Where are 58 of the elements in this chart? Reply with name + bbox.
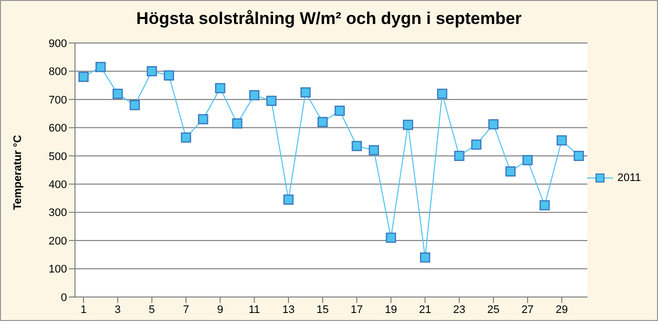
- point: [420, 252, 430, 263]
- x-tick-label: 5: [148, 304, 155, 316]
- point: [505, 166, 516, 177]
- point: [249, 90, 260, 100]
- point: [454, 150, 464, 161]
- point: [130, 100, 140, 110]
- y-axis-title: Temperatur °C: [12, 134, 24, 210]
- y-tick-label: 900: [48, 38, 67, 50]
- point: [574, 150, 584, 161]
- point: [352, 140, 362, 152]
- x-tick-label: 25: [487, 304, 500, 316]
- point: [146, 66, 157, 76]
- y-tick-label: 600: [48, 122, 67, 135]
- x-tick-label: 21: [418, 304, 432, 316]
- y-tick-label: 500: [48, 150, 67, 163]
- y-tick-label: 300: [48, 207, 67, 220]
- point: [112, 88, 123, 99]
- y-tick-label: 400: [48, 179, 67, 192]
- point: [522, 155, 533, 166]
- chart-title: Högsta solstrålning W/m² och dygn i september: [135, 8, 523, 30]
- y-tick-label: 0: [60, 292, 67, 304]
- x-tick-label: 3: [114, 304, 121, 316]
- point: [334, 106, 345, 116]
- point: [318, 116, 328, 128]
- y-tick-label: 700: [48, 94, 67, 106]
- point: [198, 114, 208, 124]
- x-tick-label: 29: [556, 304, 568, 316]
- x-tick-label: 19: [384, 304, 398, 316]
- x-tick-label: 13: [282, 304, 295, 316]
- x-tick-label: 23: [453, 304, 466, 316]
- point: [556, 135, 567, 146]
- y-tick-label: 100: [48, 264, 67, 276]
- point: [540, 200, 550, 210]
- x-tick-label: 1: [80, 304, 87, 316]
- x-tick-label: 17: [350, 304, 363, 316]
- point: [266, 96, 276, 106]
- point: [368, 145, 379, 156]
- x-tick-label: 27: [521, 304, 534, 316]
- x-tick-label: 11: [248, 304, 260, 316]
- point: [164, 70, 174, 81]
- x-tick-label: 15: [316, 304, 329, 316]
- point: [437, 88, 448, 99]
- point: [232, 118, 242, 129]
- point: [78, 72, 89, 82]
- legend-label: 2011: [617, 172, 641, 184]
- point: [215, 83, 226, 94]
- y-tick-label: 200: [48, 235, 67, 248]
- point: [300, 87, 311, 98]
- point: [402, 120, 414, 130]
- point: [386, 232, 396, 243]
- point: [96, 62, 106, 72]
- x-tick-label: 7: [182, 304, 190, 316]
- point: [471, 140, 482, 150]
- x-tick-label: 9: [217, 304, 224, 316]
- y-tick-label: 800: [48, 66, 67, 78]
- point: [180, 132, 192, 143]
- point: [283, 194, 294, 205]
- point: [488, 119, 499, 130]
